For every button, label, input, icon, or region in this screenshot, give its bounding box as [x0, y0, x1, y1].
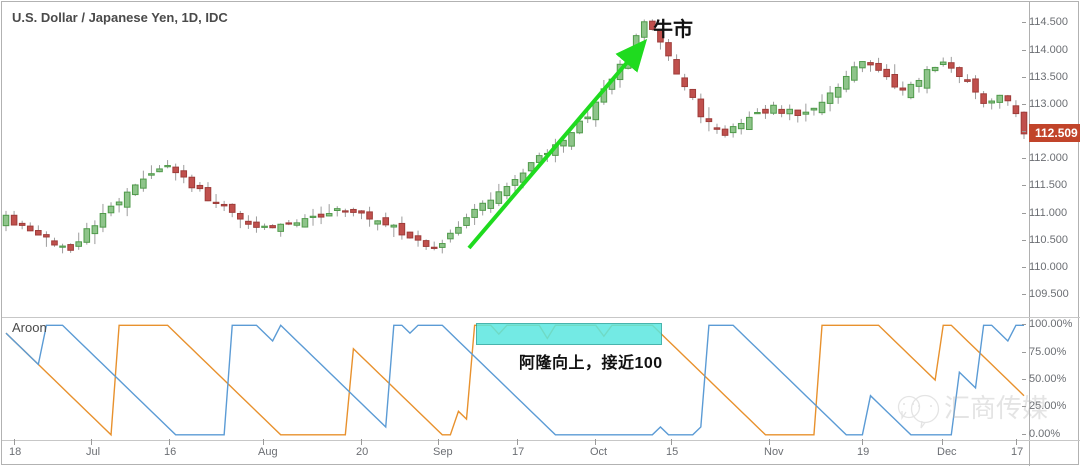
svg-text:汇商传媒: 汇商传媒 [944, 393, 1048, 423]
